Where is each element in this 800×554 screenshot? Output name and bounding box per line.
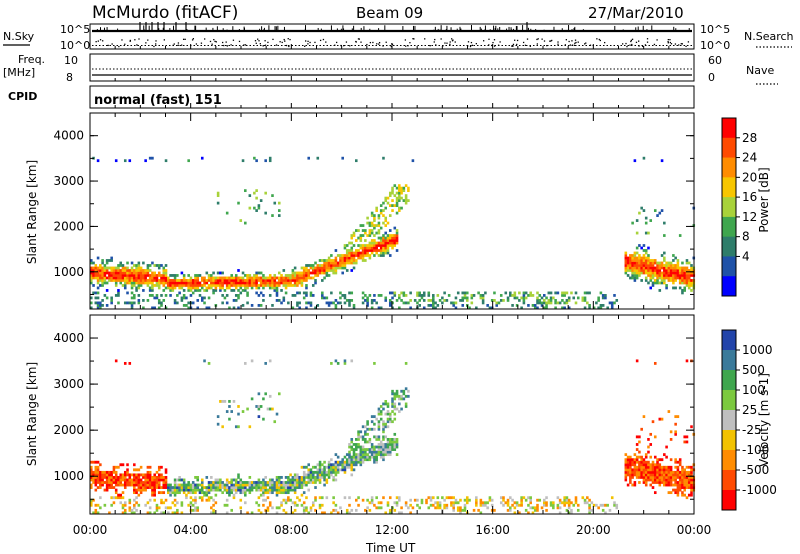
colorbar-tick-label: 20 [742,170,757,184]
colorbar-segment [722,137,736,159]
power-panel: 4000 3000 2000 1000 Slant Range [km] 28 24 20… [25,112,771,310]
freq-tick-10: 10 [64,54,78,67]
nsky-tick-top-right: 10^5 [700,23,730,36]
y-tick-label: 1000 [53,265,84,279]
x-tick-label: 16:00 [475,523,510,537]
colorbar-segment [722,410,736,431]
y-tick-label: 2000 [53,219,84,233]
nave-tick-0: 0 [708,71,715,84]
y-tick-label: 3000 [53,377,84,391]
power-y-axis: 4000 3000 2000 1000 [53,129,694,295]
velocity-ylabel: Slant Range [km] [25,362,39,466]
colorbar-tick-label: 100 [742,383,765,397]
colorbar-segment [722,430,736,451]
velocity-x-axis [89,315,695,514]
colorbar-segment [722,350,736,371]
colorbar-tick-label: 1000 [742,343,773,357]
colorbar-segment [722,177,736,198]
y-tick-label: 4000 [53,331,84,345]
velocity-colorbar-label: Velocity [m s-1] [757,373,771,467]
cpid-value: normal (fast) 151 [94,93,222,108]
colorbar-segment [722,450,736,471]
colorbar-segment [722,370,736,391]
y-tick-label: 4000 [53,129,84,143]
x-tick-label: 04:00 [173,523,208,537]
colorbar-segment [722,197,736,218]
x-tick-label: 20:00 [576,523,611,537]
date-title: 27/Mar/2010 [588,4,684,22]
colorbar-tick-label: -25 [742,423,762,437]
colorbar-segment [722,118,736,139]
power-x-axis [89,113,695,309]
colorbar-segment [722,276,736,297]
colorbar-segment [722,390,736,411]
colorbar-tick-label: -100 [742,443,769,457]
colorbar-segment [722,330,736,351]
colorbar-segment [722,470,736,491]
colorbar-tick-label: 4 [742,249,750,263]
freq-label: Freq. [18,53,45,66]
nsky-tick-top-left: 10^5 [60,23,90,36]
power-colorbar-label: Power [dB] [757,167,771,232]
cpid-label: CPID [8,90,37,103]
freq-unit-label: [MHz] [3,66,35,79]
colorbar-segment [722,157,736,178]
velocity-y-axis: 4000 3000 2000 1000 [53,331,694,500]
colorbar-tick-label: -500 [742,463,769,477]
colorbar-tick-label: 12 [742,210,757,224]
nsky-tick-bottom-left: 10^0 [60,39,90,52]
nsky-tick-bottom-right: 10^0 [700,39,730,52]
nave-label: Nave [746,64,774,77]
colorbar-tick-label: 28 [742,131,757,145]
y-tick-label: 3000 [53,174,84,188]
nave-tick-60: 60 [708,54,722,67]
colorbar-segment [722,216,736,238]
freq-panel: Freq. [MHz] 10 8 60 0 Nave [3,53,778,85]
colorbar-tick-label: 24 [742,151,757,165]
colorbar-tick-label: 8 [742,230,750,244]
cpid-panel: CPID normal (fast) 151 [8,85,695,109]
power-ylabel: Slant Range [km] [25,160,39,264]
y-tick-label: 2000 [53,423,84,437]
power-heatmap [90,156,696,310]
colorbar-segment [722,256,736,277]
station-title: McMurdo (fitACF) [92,3,238,23]
colorbar-tick-label: -1000 [742,483,777,497]
nsearch-label: N.Search [744,30,794,43]
colorbar-tick-label: 16 [742,190,757,204]
colorbar-tick-label: 25 [742,403,757,417]
nsky-label: N.Sky [3,30,35,43]
nsky-panel: N.Sky 10^5 10^0 10^5 10^0 N.Search [3,22,794,108]
y-tick-label: 1000 [53,469,84,483]
x-tick-label: 00:00 [73,523,108,537]
velocity-panel: 4000 3000 2000 1000 Slant Range [km] 1000 50… [25,314,777,515]
velocity-colorbar: 1000 500 100 25 -25 -100 -500 -1000 [721,329,777,511]
freq-tick-8: 8 [66,71,73,84]
time-axis-labels: 00:00 04:00 08:00 12:00 16:00 20:00 00:00 [73,523,712,537]
nsky-series [89,22,695,108]
colorbar-tick-label: 500 [742,363,765,377]
x-tick-label: 12:00 [375,523,410,537]
velocity-heatmap [90,359,696,515]
x-axis-title: Time UT [365,541,416,554]
beam-title: Beam 09 [356,4,423,22]
x-tick-label: 08:00 [274,523,309,537]
power-colorbar: 28 24 20 16 12 8 4 [721,117,757,297]
x-tick-label: 00:00 [677,523,712,537]
colorbar-segment [722,490,736,511]
colorbar-segment [722,236,736,257]
